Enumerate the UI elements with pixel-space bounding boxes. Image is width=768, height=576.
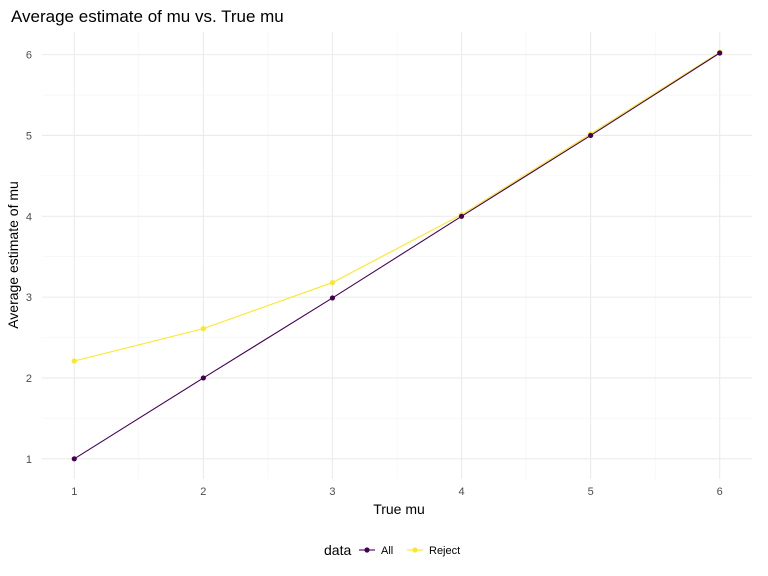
- data-point-all: [200, 375, 206, 381]
- x-tick-label: 2: [200, 486, 206, 498]
- series-line-reject: [74, 51, 721, 362]
- series-reject: [71, 49, 723, 364]
- data-point-reject: [71, 358, 77, 364]
- legend-label-reject: Reject: [429, 545, 460, 557]
- grid: [42, 32, 752, 479]
- legend-title: data: [324, 542, 351, 558]
- legend-key-point: [364, 547, 370, 553]
- y-axis-ticks: 1 2 3 4 5 6: [26, 50, 32, 466]
- data-point-reject: [329, 279, 336, 286]
- y-tick-label: 3: [26, 292, 32, 304]
- series-layer: [71, 49, 723, 462]
- data-point-all: [329, 295, 336, 301]
- legend: data All Reject: [324, 542, 460, 558]
- legend-item-reject: Reject: [407, 545, 460, 557]
- y-tick-label: 4: [26, 211, 32, 223]
- y-tick-label: 6: [26, 50, 32, 62]
- y-tick-label: 1: [26, 454, 32, 466]
- x-tick-label: 1: [71, 486, 77, 498]
- legend-label-all: All: [381, 545, 393, 557]
- x-axis-ticks: 1 2 3 4 5 6: [71, 486, 723, 498]
- legend-key-point: [412, 547, 418, 553]
- chart-title: Average estimate of mu vs. True mu: [11, 7, 284, 26]
- y-tick-label: 2: [26, 373, 32, 385]
- y-tick-label: 5: [26, 130, 32, 142]
- data-point-all: [458, 213, 465, 219]
- x-tick-label: 6: [717, 486, 723, 498]
- series-all: [71, 50, 723, 462]
- series-line-all: [73, 52, 721, 460]
- x-axis-title: True mu: [373, 501, 425, 517]
- data-point-all: [71, 456, 77, 462]
- legend-item-all: All: [359, 545, 393, 557]
- data-point-all: [588, 132, 594, 139]
- x-tick-label: 3: [329, 486, 335, 498]
- data-point-all: [717, 50, 723, 56]
- y-axis-title: Average estimate of mu: [5, 181, 21, 329]
- data-point-reject: [200, 326, 206, 332]
- x-tick-label: 4: [458, 486, 464, 498]
- x-tick-label: 5: [588, 486, 594, 498]
